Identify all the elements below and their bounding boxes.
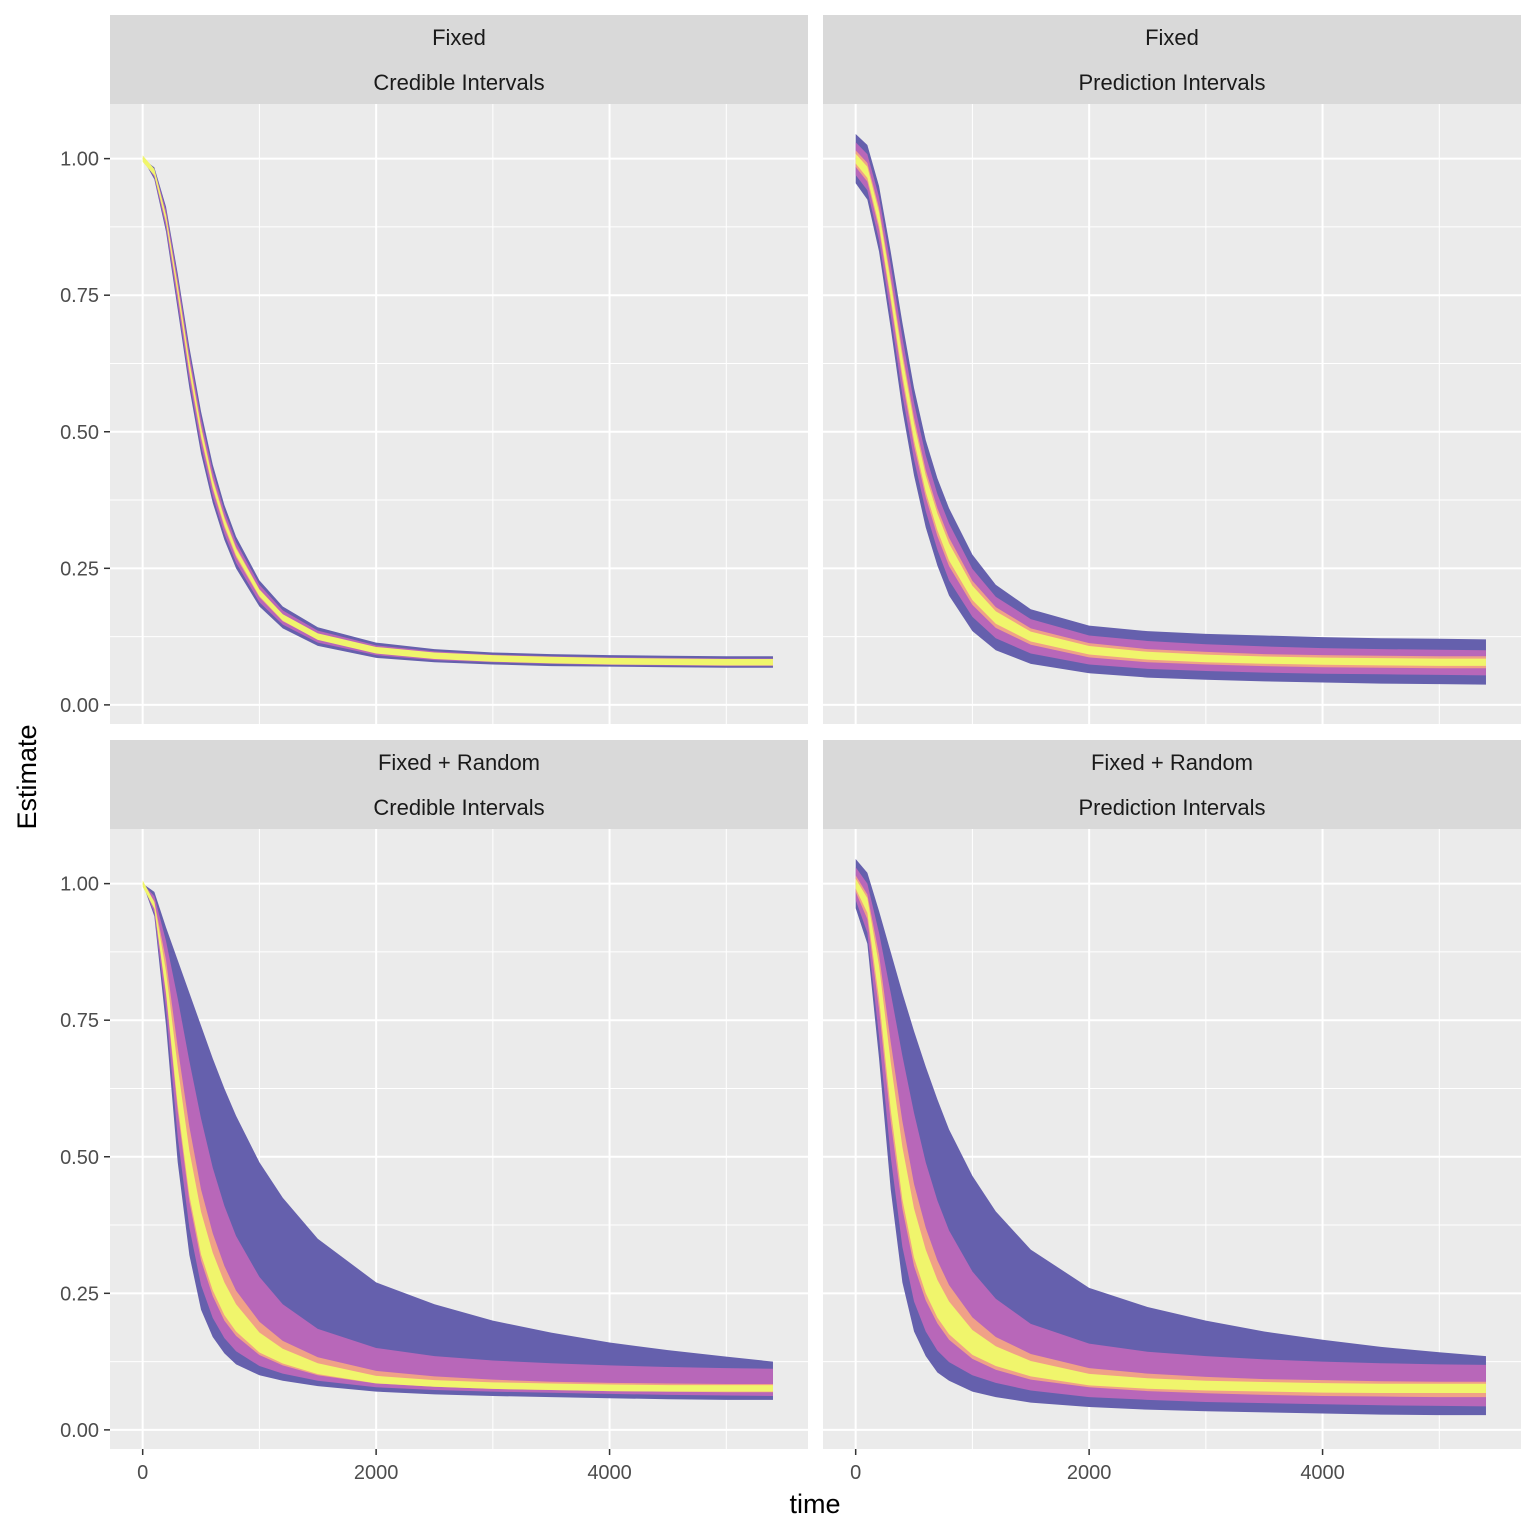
y-tick-label: 0.25 xyxy=(60,558,99,580)
interval-band-1 xyxy=(855,859,1486,1416)
strip-label-bottom: Credible Intervals xyxy=(373,70,544,95)
panel-4: Fixed + Random Prediction Intervals xyxy=(823,740,1521,1449)
y-tick-label: 0.75 xyxy=(60,1010,99,1032)
panel-3: Fixed + Random Credible Intervals xyxy=(110,740,808,1449)
strip-label-bottom: Prediction Intervals xyxy=(1078,70,1265,95)
panel-strip xyxy=(823,740,1521,829)
interval-band-1 xyxy=(142,883,773,1400)
y-tick-label: 0.00 xyxy=(60,1420,99,1442)
x-tick-label: 0 xyxy=(850,1462,861,1484)
y-tick-label: 0.00 xyxy=(60,695,99,717)
y-tick-label: 1.00 xyxy=(60,874,99,896)
panel-strip xyxy=(110,740,808,829)
panel-strip xyxy=(110,15,808,104)
strip-label-top: Fixed xyxy=(432,25,486,50)
panel-2: Fixed Prediction Intervals xyxy=(823,15,1521,724)
strip-label-bottom: Prediction Intervals xyxy=(1078,795,1265,820)
y-tick-label: 1.00 xyxy=(60,149,99,171)
strip-label-top: Fixed + Random xyxy=(1091,750,1253,775)
y-tick-label: 0.50 xyxy=(60,422,99,444)
x-tick-label: 2000 xyxy=(1067,1462,1112,1484)
panel-background xyxy=(110,104,808,724)
y-tick-label: 0.25 xyxy=(60,1283,99,1305)
panel-strip xyxy=(823,15,1521,104)
strip-label-bottom: Credible Intervals xyxy=(373,795,544,820)
strip-label-top: Fixed + Random xyxy=(378,750,540,775)
x-tick-label: 4000 xyxy=(1300,1462,1345,1484)
x-tick-label: 2000 xyxy=(354,1462,399,1484)
x-axis-title: time xyxy=(789,1489,840,1519)
panels-layer: Fixed Credible Intervals Fixed Prediction I… xyxy=(110,15,1521,1449)
x-tick-label: 4000 xyxy=(587,1462,632,1484)
axes-layer: 0.00 0.25 0.50 0.75 1.00 0.00 0.25 0.50 0.75 1.00… xyxy=(60,149,1345,1484)
y-axis-title: Estimate xyxy=(12,724,42,829)
x-tick-label: 0 xyxy=(137,1462,148,1484)
y-tick-label: 0.50 xyxy=(60,1147,99,1169)
y-tick-label: 0.75 xyxy=(60,285,99,307)
panel-background xyxy=(823,104,1521,724)
panel-1: Fixed Credible Intervals xyxy=(110,15,808,724)
strip-label-top: Fixed xyxy=(1145,25,1199,50)
